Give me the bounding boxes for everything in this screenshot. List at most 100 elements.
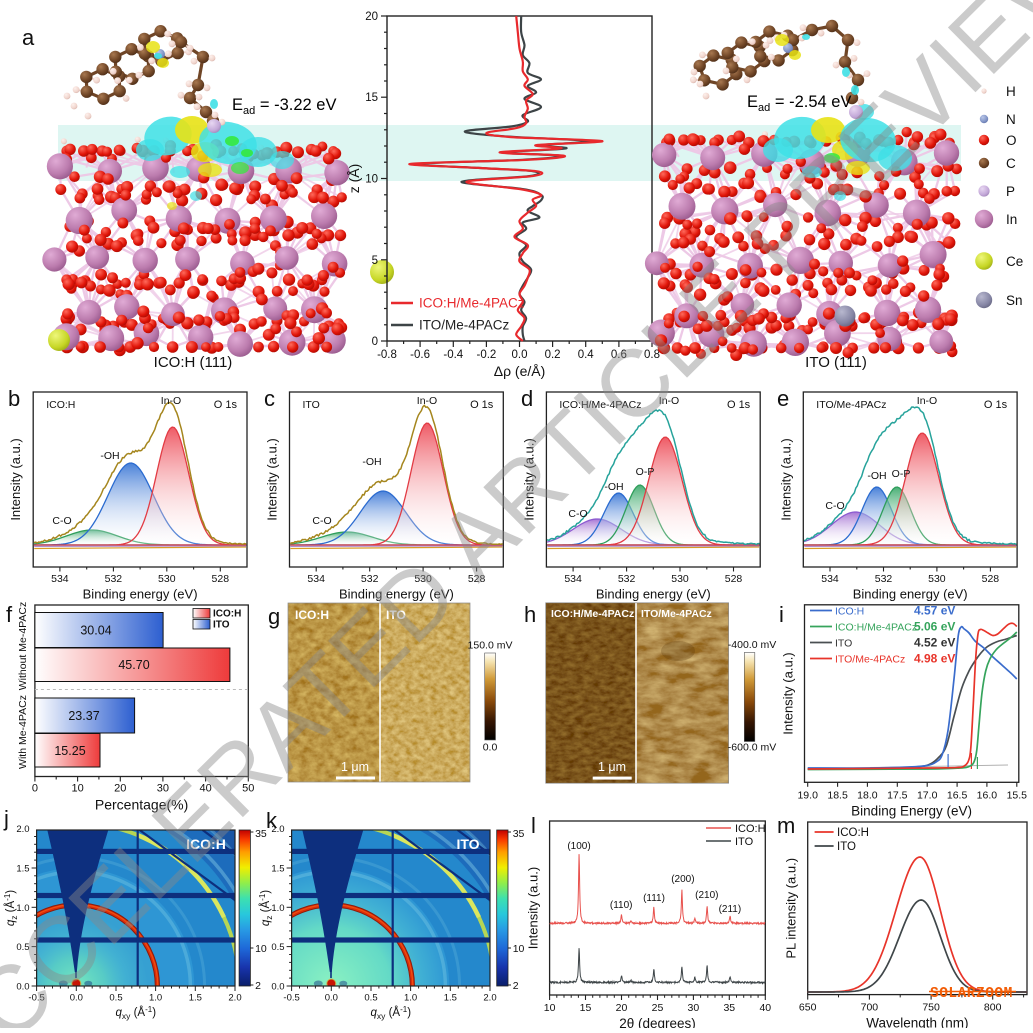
svg-text:-0.5: -0.5 xyxy=(283,993,299,1004)
svg-text:528: 528 xyxy=(725,573,743,585)
svg-text:Intensity (a.u.): Intensity (a.u.) xyxy=(778,438,793,520)
svg-text:ITO: ITO xyxy=(303,399,320,411)
svg-text:(111): (111) xyxy=(643,893,665,904)
svg-text:Binding energy (eV): Binding energy (eV) xyxy=(596,587,711,602)
svg-text:10: 10 xyxy=(513,943,525,955)
svg-text:f: f xyxy=(6,602,13,627)
svg-text:0: 0 xyxy=(372,336,378,348)
svg-text:ITO (111): ITO (111) xyxy=(805,354,867,371)
svg-text:ITO/Me-4PACz: ITO/Me-4PACz xyxy=(835,654,905,666)
svg-text:PL intensity (a.u.): PL intensity (a.u.) xyxy=(784,858,799,959)
svg-text:SOLARZOOM: SOLARZOOM xyxy=(930,986,1013,1002)
svg-text:800: 800 xyxy=(984,1002,1002,1014)
svg-text:534: 534 xyxy=(51,573,69,585)
svg-text:-OH: -OH xyxy=(867,470,886,482)
svg-text:O: O xyxy=(1006,133,1017,148)
svg-text:-0.8: -0.8 xyxy=(377,349,397,361)
svg-text:O-P: O-P xyxy=(892,468,911,480)
svg-text:-600.0 mV: -600.0 mV xyxy=(728,742,776,754)
svg-text:C-O: C-O xyxy=(312,515,331,527)
svg-text:Intensity (a.u.): Intensity (a.u.) xyxy=(780,652,795,734)
svg-text:Wavelength (nm): Wavelength (nm) xyxy=(866,1016,968,1028)
svg-text:150.0 mV: 150.0 mV xyxy=(468,640,513,652)
svg-text:750: 750 xyxy=(922,1002,940,1014)
svg-text:ITO: ITO xyxy=(456,836,479,852)
svg-text:a: a xyxy=(22,25,35,50)
svg-text:0.5: 0.5 xyxy=(364,993,377,1004)
svg-text:C: C xyxy=(1006,156,1016,171)
svg-text:20: 20 xyxy=(365,11,378,23)
svg-text:Intensity (a.u.): Intensity (a.u.) xyxy=(8,438,23,520)
svg-text:0.5: 0.5 xyxy=(271,942,284,953)
svg-text:ITO: ITO xyxy=(837,841,856,853)
svg-text:1.5: 1.5 xyxy=(271,864,284,875)
svg-text:45.70: 45.70 xyxy=(118,658,149,672)
svg-text:2θ (degrees): 2θ (degrees) xyxy=(619,1016,696,1028)
svg-text:2.0: 2.0 xyxy=(271,824,284,835)
svg-text:4.52 eV: 4.52 eV xyxy=(914,636,955,650)
svg-text:35: 35 xyxy=(513,828,525,840)
svg-text:30: 30 xyxy=(688,1002,700,1014)
svg-text:-0.4: -0.4 xyxy=(443,349,463,361)
svg-text:18.5: 18.5 xyxy=(827,789,848,801)
svg-text:In-O: In-O xyxy=(417,395,437,407)
svg-text:ITO: ITO xyxy=(735,836,754,848)
svg-text:2: 2 xyxy=(255,980,261,992)
svg-text:-0.2: -0.2 xyxy=(476,349,496,361)
svg-text:4.57 eV: 4.57 eV xyxy=(914,604,955,618)
svg-text:d: d xyxy=(521,386,533,411)
svg-text:1.0: 1.0 xyxy=(404,993,417,1004)
svg-text:N: N xyxy=(1006,112,1016,127)
svg-text:ITO/Me-4PACz: ITO/Me-4PACz xyxy=(641,608,712,620)
svg-text:Δρ (e/Å): Δρ (e/Å) xyxy=(494,363,546,379)
svg-text:10: 10 xyxy=(71,783,83,795)
svg-text:b: b xyxy=(8,386,20,411)
svg-text:Ead = -3.22 eV: Ead = -3.22 eV xyxy=(232,96,336,117)
svg-text:Intensity (a.u.): Intensity (a.u.) xyxy=(265,438,280,520)
svg-text:30.04: 30.04 xyxy=(80,624,111,638)
svg-text:16.5: 16.5 xyxy=(947,789,968,801)
svg-text:534: 534 xyxy=(821,573,839,585)
svg-text:0.5: 0.5 xyxy=(109,993,122,1004)
svg-text:700: 700 xyxy=(861,1002,879,1014)
svg-text:(100): (100) xyxy=(567,841,590,852)
svg-text:qxy (Å-1): qxy (Å-1) xyxy=(116,1005,157,1021)
svg-text:23.37: 23.37 xyxy=(68,709,99,723)
svg-text:40: 40 xyxy=(759,1002,771,1014)
svg-text:20: 20 xyxy=(114,783,126,795)
svg-text:ICO:H: ICO:H xyxy=(213,609,241,620)
svg-text:O 1s: O 1s xyxy=(727,399,751,411)
svg-text:O-P: O-P xyxy=(636,466,655,478)
svg-text:g: g xyxy=(268,604,280,629)
svg-text:15.5: 15.5 xyxy=(1007,789,1028,801)
svg-text:-0.6: -0.6 xyxy=(410,349,430,361)
svg-text:C-O: C-O xyxy=(825,500,844,512)
svg-text:2.0: 2.0 xyxy=(483,993,496,1004)
svg-text:ICO:H/Me-4PACz: ICO:H/Me-4PACz xyxy=(419,296,525,311)
svg-text:j: j xyxy=(3,806,9,831)
svg-text:1 μm: 1 μm xyxy=(598,760,626,774)
svg-text:0.0: 0.0 xyxy=(271,982,284,993)
svg-text:532: 532 xyxy=(875,573,893,585)
svg-text:ITO/Me-4PACz: ITO/Me-4PACz xyxy=(816,399,886,411)
svg-text:e: e xyxy=(777,386,789,411)
svg-text:With Me-4PACz: With Me-4PACz xyxy=(17,695,29,769)
svg-text:ICO:H: ICO:H xyxy=(46,399,75,411)
svg-text:Binding Energy (eV): Binding Energy (eV) xyxy=(851,803,972,818)
svg-text:qz (Å-1): qz (Å-1) xyxy=(258,890,274,926)
svg-text:0.0: 0.0 xyxy=(512,349,528,361)
svg-text:5: 5 xyxy=(372,255,378,267)
svg-text:Sn: Sn xyxy=(1006,293,1023,308)
svg-text:1.5: 1.5 xyxy=(444,993,457,1004)
svg-text:1.0: 1.0 xyxy=(149,993,162,1004)
svg-text:ICO:H: ICO:H xyxy=(837,827,869,839)
svg-text:530: 530 xyxy=(158,573,176,585)
svg-text:2.0: 2.0 xyxy=(228,993,241,1004)
svg-text:h: h xyxy=(524,602,536,627)
svg-text:4.98 eV: 4.98 eV xyxy=(914,652,955,666)
svg-text:(210): (210) xyxy=(695,890,718,901)
svg-text:-OH: -OH xyxy=(362,456,381,468)
svg-text:In: In xyxy=(1006,212,1017,227)
svg-text:1.5: 1.5 xyxy=(16,864,29,875)
svg-text:ICO:H/Me-4PACz: ICO:H/Me-4PACz xyxy=(835,622,917,634)
